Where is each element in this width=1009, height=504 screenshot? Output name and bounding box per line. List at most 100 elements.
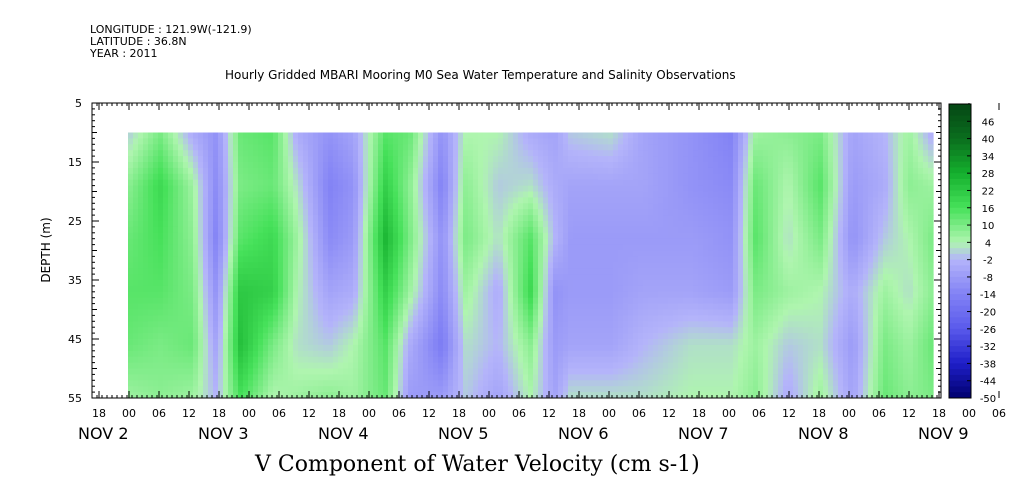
heatmap-cell bbox=[203, 333, 209, 340]
heatmap-cell bbox=[283, 297, 289, 305]
heatmap-cell bbox=[223, 285, 229, 293]
heatmap-cell bbox=[253, 362, 259, 370]
heatmap-cell bbox=[463, 321, 469, 328]
heatmap-cell bbox=[608, 368, 614, 375]
heatmap-cell bbox=[418, 191, 424, 198]
heatmap-cell bbox=[613, 185, 619, 193]
heatmap-cell bbox=[578, 297, 584, 305]
heatmap-cell bbox=[128, 162, 134, 169]
heatmap-cell bbox=[273, 262, 279, 269]
heatmap-cell bbox=[453, 309, 459, 316]
heatmap-cell bbox=[628, 291, 634, 299]
heatmap-cell bbox=[308, 156, 314, 163]
heatmap-cell bbox=[263, 274, 269, 281]
heatmap-cell bbox=[333, 132, 339, 139]
heatmap-cell bbox=[643, 350, 649, 358]
heatmap-cell bbox=[438, 185, 444, 193]
heatmap-cell bbox=[398, 197, 404, 204]
heatmap-cell bbox=[543, 173, 549, 181]
heatmap-cell bbox=[488, 392, 494, 398]
heatmap-cell bbox=[228, 303, 234, 311]
heatmap-cell bbox=[463, 303, 469, 311]
heatmap-cell bbox=[513, 162, 519, 169]
heatmap-cell bbox=[213, 374, 219, 381]
heatmap-cell bbox=[508, 197, 514, 204]
heatmap-cell bbox=[228, 327, 234, 334]
heatmap-cell bbox=[548, 274, 554, 281]
heatmap-cell bbox=[288, 244, 294, 252]
heatmap-cell bbox=[593, 268, 599, 275]
heatmap-cell bbox=[248, 156, 254, 163]
heatmap-cell bbox=[173, 197, 179, 204]
heatmap-cell bbox=[628, 309, 634, 316]
heatmap-cell bbox=[413, 380, 419, 387]
heatmap-cell bbox=[343, 262, 349, 269]
heatmap-cell bbox=[293, 291, 299, 299]
heatmap-cell bbox=[653, 368, 659, 375]
heatmap-cell bbox=[238, 291, 244, 299]
heatmap-cell bbox=[468, 291, 474, 299]
heatmap-cell bbox=[498, 262, 504, 269]
heatmap-cell bbox=[183, 232, 189, 240]
heatmap-cell bbox=[443, 215, 449, 222]
heatmap-cell bbox=[433, 191, 439, 198]
heatmap-cell bbox=[623, 144, 629, 151]
heatmap-cell bbox=[438, 362, 444, 370]
heatmap-cell bbox=[138, 179, 144, 187]
heatmap-cell bbox=[498, 173, 504, 181]
heatmap-cell bbox=[348, 303, 354, 311]
heatmap-cell bbox=[188, 380, 194, 387]
heatmap-cell bbox=[488, 285, 494, 293]
heatmap-cell bbox=[298, 368, 304, 375]
heatmap-cell bbox=[523, 321, 529, 328]
heatmap-cell bbox=[238, 380, 244, 387]
heatmap-cell bbox=[293, 268, 299, 275]
heatmap-cell bbox=[128, 138, 134, 145]
heatmap-cell bbox=[248, 339, 254, 346]
heatmap-cell bbox=[463, 344, 469, 352]
heatmap-cell bbox=[393, 138, 399, 145]
heatmap-cell bbox=[588, 144, 594, 151]
heatmap-cell bbox=[328, 150, 334, 157]
heatmap-cell bbox=[248, 185, 254, 193]
heatmap-cell bbox=[288, 191, 294, 198]
heatmap-cell bbox=[333, 297, 339, 305]
heatmap-cell bbox=[358, 244, 364, 252]
heatmap-cell bbox=[563, 374, 569, 381]
heatmap-cell bbox=[373, 215, 379, 222]
heatmap-cell bbox=[213, 132, 219, 139]
heatmap-cell bbox=[618, 167, 624, 175]
heatmap-cell bbox=[668, 132, 674, 139]
heatmap-cell bbox=[433, 226, 439, 234]
heatmap-cell bbox=[408, 339, 414, 346]
heatmap-cell bbox=[563, 274, 569, 281]
heatmap-cell bbox=[468, 244, 474, 252]
heatmap-cell bbox=[518, 250, 524, 257]
heatmap-cell bbox=[283, 203, 289, 210]
heatmap-cell bbox=[343, 191, 349, 198]
heatmap-cell bbox=[148, 226, 154, 234]
heatmap-cell bbox=[418, 274, 424, 281]
heatmap-cell bbox=[463, 280, 469, 287]
heatmap-cell bbox=[343, 203, 349, 210]
heatmap-cell bbox=[448, 162, 454, 169]
heatmap-cell bbox=[303, 386, 309, 393]
heatmap-cell bbox=[173, 226, 179, 234]
heatmap-cell bbox=[498, 185, 504, 193]
heatmap-cell bbox=[263, 350, 269, 358]
heatmap-cell bbox=[173, 203, 179, 210]
heatmap-cell bbox=[233, 256, 239, 263]
heatmap-cell bbox=[608, 215, 614, 222]
heatmap-cell bbox=[308, 185, 314, 193]
heatmap-cell bbox=[138, 191, 144, 198]
heatmap-cell bbox=[558, 203, 564, 210]
heatmap-cell bbox=[513, 374, 519, 381]
heatmap-cell bbox=[343, 368, 349, 375]
heatmap-cell bbox=[263, 285, 269, 293]
heatmap-cell bbox=[503, 274, 509, 281]
heatmap-cell bbox=[453, 238, 459, 246]
heatmap-cell bbox=[478, 215, 484, 222]
heatmap-cell bbox=[313, 226, 319, 234]
heatmap-cell bbox=[573, 362, 579, 370]
heatmap-cell bbox=[338, 191, 344, 198]
